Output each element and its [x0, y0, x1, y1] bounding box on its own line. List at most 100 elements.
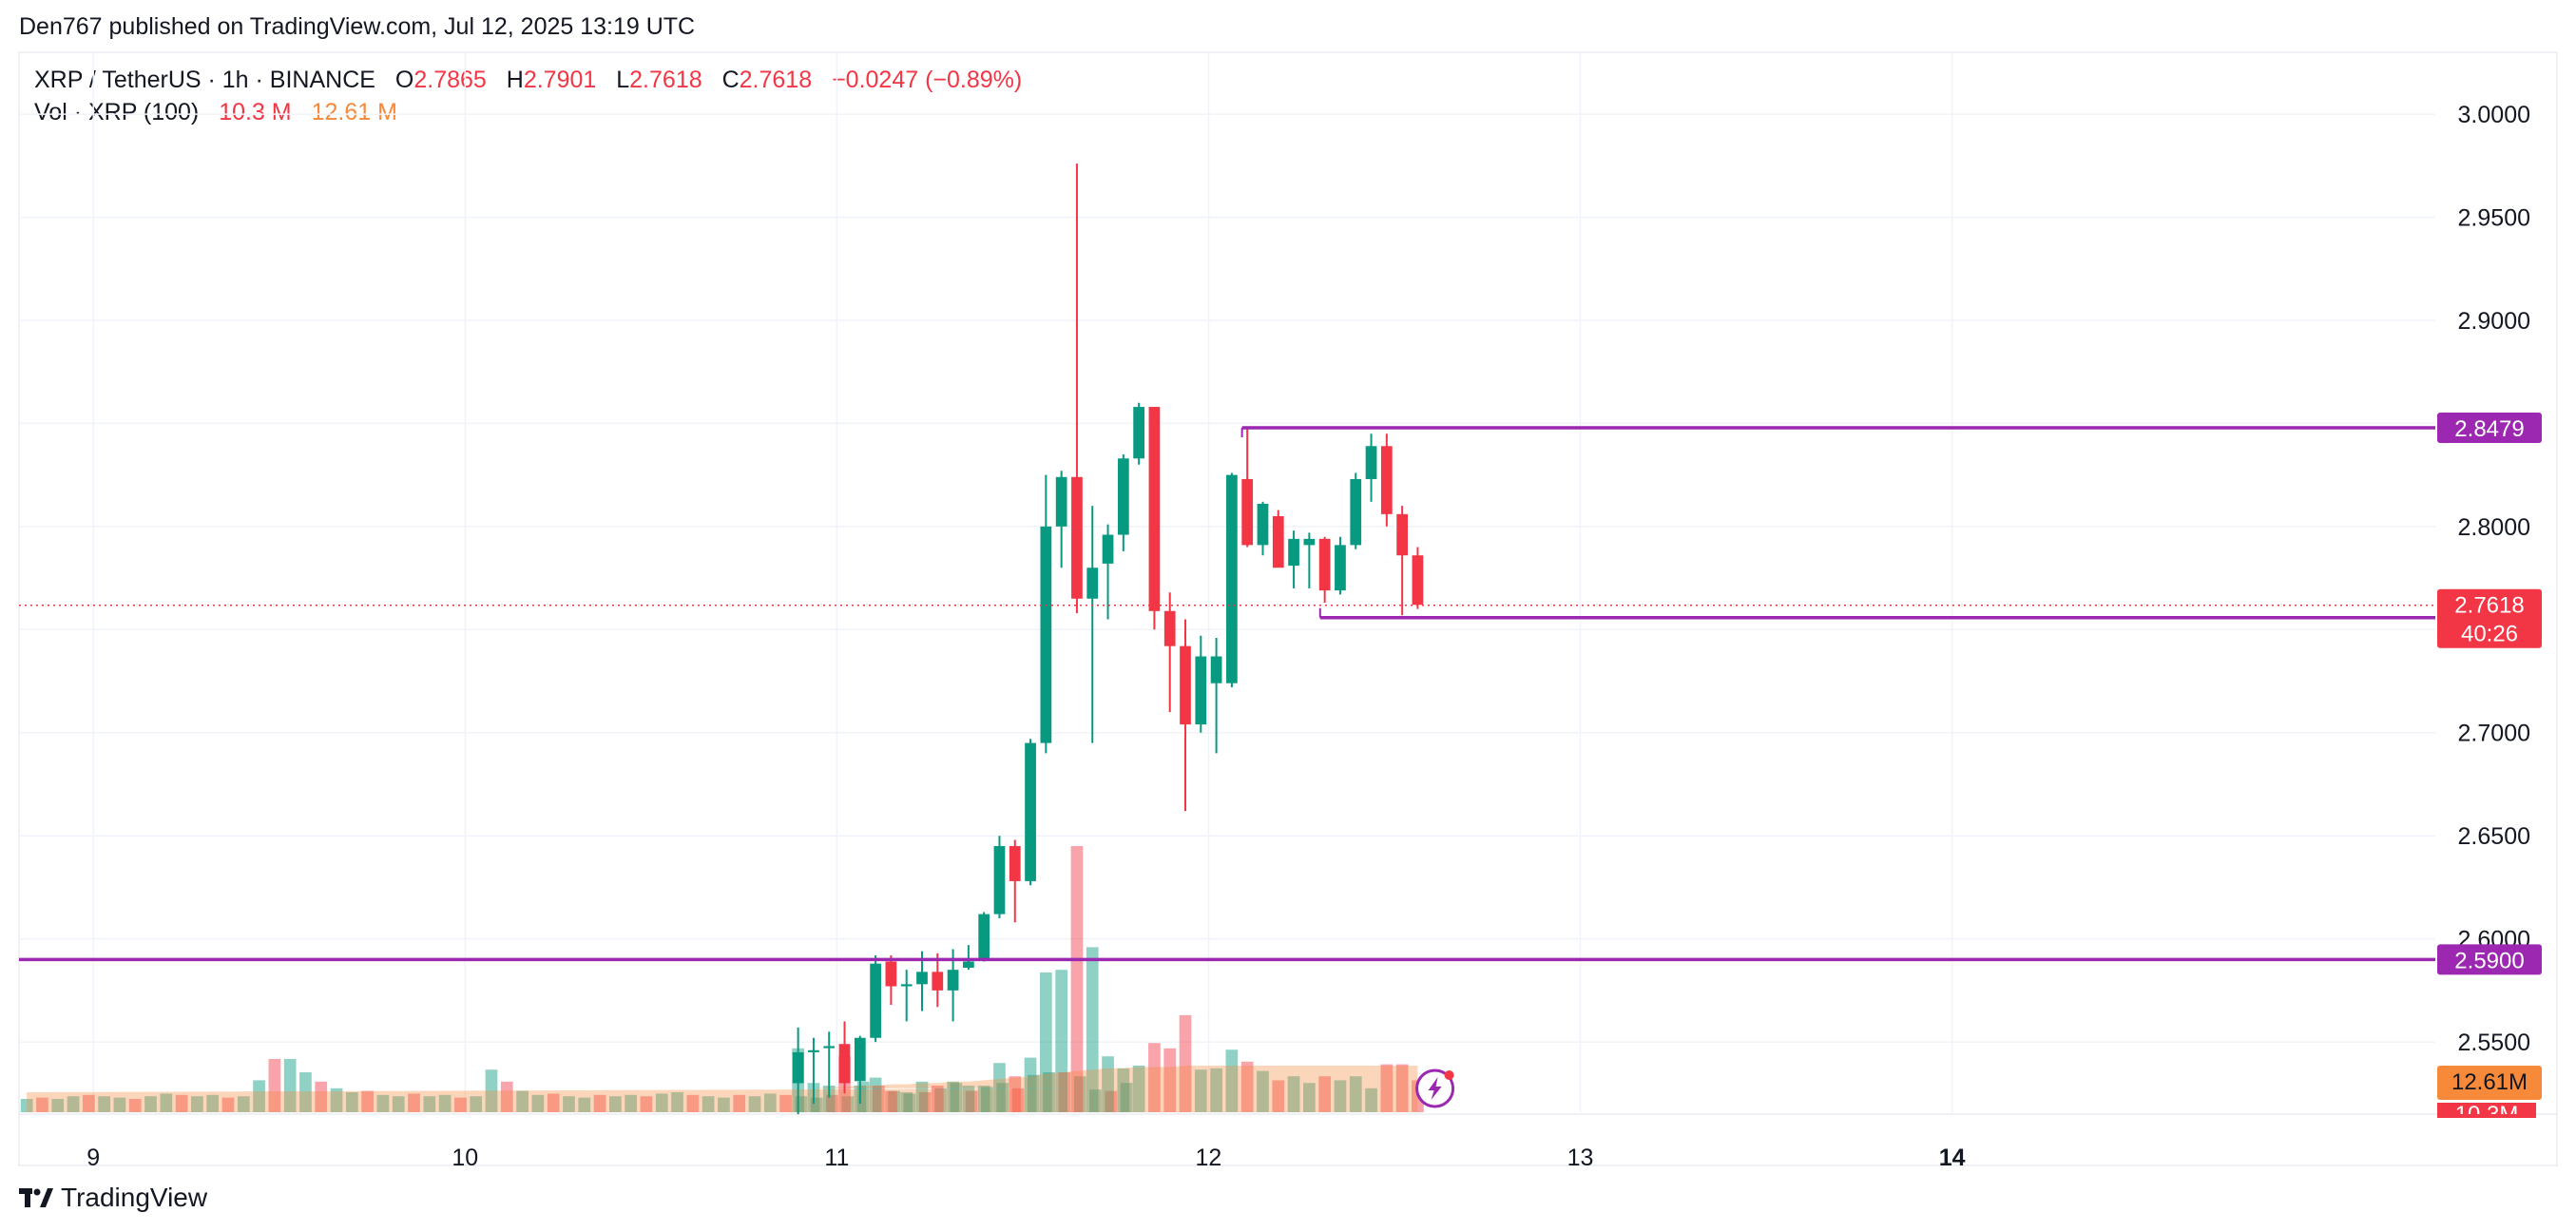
volume-bar — [454, 1097, 467, 1112]
candle-body — [1350, 478, 1362, 546]
volume-bar — [763, 1093, 777, 1112]
volume-bar — [20, 1099, 33, 1112]
time-axis[interactable]: 9 10 11 12 13 14 — [87, 1145, 1965, 1171]
volume-bar — [578, 1097, 591, 1112]
volume-bar — [175, 1094, 188, 1112]
volume-ma-label-text: 12.61M — [2451, 1069, 2528, 1095]
volume-bar — [361, 1090, 374, 1112]
volume-bar — [160, 1093, 173, 1112]
tradingview-brand[interactable]: TradingView — [19, 1183, 207, 1213]
volume-bar — [822, 1086, 836, 1112]
volume-bar — [1070, 846, 1084, 1112]
volume-bar — [268, 1059, 281, 1112]
candle-body — [1040, 526, 1052, 743]
volume-bar — [547, 1093, 560, 1112]
candle-body — [1365, 446, 1377, 479]
volume-bar — [423, 1096, 436, 1112]
symbol-label[interactable]: XRP / TetherUS · 1h · BINANCE — [34, 67, 375, 93]
brand-name: TradingView — [61, 1183, 208, 1212]
candle-body — [838, 1044, 851, 1084]
volume-bar — [330, 1088, 343, 1112]
candle-body — [1195, 656, 1207, 725]
volume-bar — [702, 1096, 715, 1112]
candle-body — [1025, 742, 1036, 881]
volume-bar — [977, 1086, 990, 1112]
last-price-label-text: 2.7618 — [2454, 593, 2524, 619]
volume-bar — [392, 1096, 405, 1112]
candle-body — [947, 970, 959, 991]
volume-ma-value: 12.61 M — [311, 99, 397, 125]
level-price-label-bg — [2437, 944, 2542, 975]
volume-bar — [36, 1097, 48, 1112]
volume-bar — [1024, 1057, 1037, 1112]
volume-bar — [671, 1092, 683, 1112]
volume-bar — [608, 1096, 622, 1112]
volume-ma-label-bg — [2437, 1066, 2542, 1100]
time-tick-label: 11 — [824, 1145, 849, 1171]
volume-bar — [500, 1081, 513, 1112]
volume-bar — [345, 1092, 358, 1112]
volume-bar — [900, 1092, 913, 1112]
candle-body — [900, 984, 913, 987]
volume-bar — [1194, 1069, 1207, 1112]
volume-legend: Vol · XRP (100) 10.3 M 12.61 M — [34, 99, 397, 126]
volume-bar — [593, 1094, 606, 1112]
open-label: O — [394, 67, 414, 93]
volume-bar — [885, 1090, 897, 1112]
volume-bar — [1179, 1014, 1192, 1112]
volume-bar — [113, 1097, 126, 1112]
candle-body — [932, 972, 944, 991]
tradingview-logo-icon — [19, 1188, 53, 1207]
candle-body — [1009, 846, 1021, 881]
candle-body — [792, 1051, 804, 1084]
volume-bar — [915, 1081, 929, 1112]
candle-body — [870, 963, 881, 1038]
volume-bar — [531, 1094, 545, 1112]
volume-bar — [516, 1090, 529, 1112]
level-price-label-text: 2.8479 — [2454, 416, 2524, 442]
open-value: 2.7865 — [413, 67, 487, 93]
volume-bar — [1163, 1048, 1177, 1112]
candles — [792, 164, 1424, 1114]
price-axis[interactable]: 3.00002.95002.90002.85002.80002.75002.70… — [2437, 102, 2542, 1127]
candle-body — [1318, 538, 1331, 591]
candle-body — [808, 1049, 819, 1052]
volume-bar — [1349, 1076, 1362, 1112]
candle-body — [1210, 656, 1222, 683]
volume-bar — [1043, 1072, 1055, 1112]
volume-bar — [1365, 1088, 1377, 1112]
volume-label-bg — [2437, 1103, 2536, 1118]
time-tick-label: 14 — [1939, 1145, 1966, 1171]
volume-bar — [191, 1096, 203, 1112]
volume-bar — [128, 1099, 142, 1112]
volume-bar — [918, 1092, 932, 1112]
volume-bar — [748, 1096, 761, 1112]
candle-body — [1148, 407, 1161, 611]
candle-body — [1380, 446, 1393, 514]
volume-bar — [869, 1077, 882, 1112]
candle-body — [1303, 538, 1316, 546]
volume-bar — [253, 1080, 265, 1112]
candle-body — [963, 961, 974, 969]
volume-bar — [51, 1099, 65, 1112]
volume-bar — [1148, 1043, 1161, 1112]
time-tick-label: 12 — [1196, 1145, 1222, 1171]
candle-body — [1288, 538, 1299, 567]
lightning-icon[interactable] — [1415, 1068, 1455, 1108]
volume-bar — [1132, 1066, 1145, 1112]
low-label: L — [616, 67, 630, 93]
candle-body — [993, 846, 1006, 914]
volume-bar — [1240, 1061, 1254, 1112]
volume-bar — [931, 1086, 944, 1112]
close-label: C — [721, 67, 740, 93]
volume-bar — [873, 1086, 885, 1112]
volume-indicator-label[interactable]: Vol · XRP (100) — [34, 99, 200, 125]
volume-bar — [1120, 1083, 1133, 1112]
volume-bar — [1073, 1076, 1086, 1112]
volume-bar — [965, 1090, 978, 1112]
candle-body — [1055, 476, 1067, 527]
volume-ma-area — [27, 1066, 1418, 1112]
volume-bar — [485, 1069, 498, 1112]
candle-body — [916, 972, 928, 985]
